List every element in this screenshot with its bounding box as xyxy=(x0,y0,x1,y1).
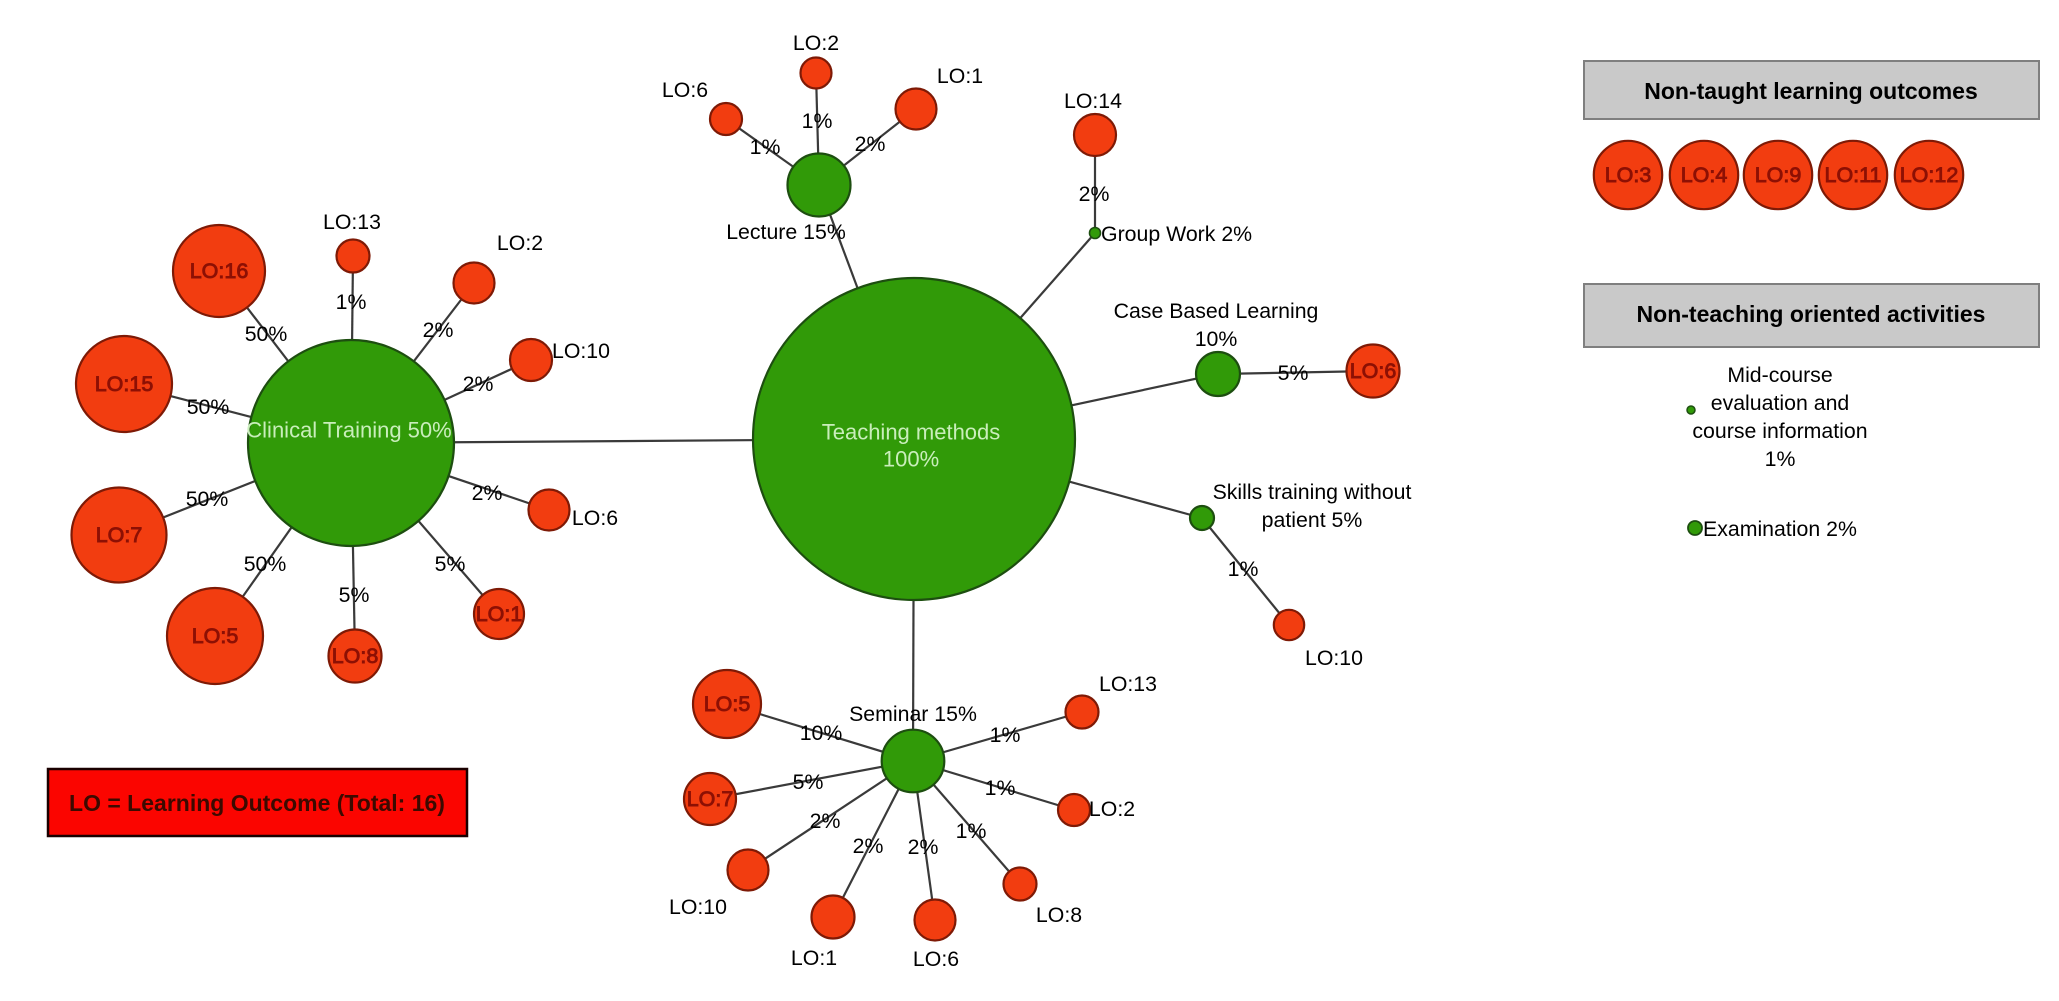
svg-text:Case Based Learning: Case Based Learning xyxy=(1114,299,1319,323)
svg-text:LO:5: LO:5 xyxy=(192,624,239,648)
svg-text:Lecture 15%: Lecture 15% xyxy=(726,220,846,244)
svg-text:5%: 5% xyxy=(435,552,466,576)
svg-text:LO:6: LO:6 xyxy=(1350,359,1397,383)
svg-text:1%: 1% xyxy=(956,819,987,843)
svg-text:Non-teaching oriented activiti: Non-teaching oriented activities xyxy=(1637,301,1986,327)
svg-text:LO:4: LO:4 xyxy=(1681,163,1728,187)
svg-text:LO:8: LO:8 xyxy=(1036,903,1082,927)
svg-text:5%: 5% xyxy=(793,770,824,794)
svg-text:Mid-course: Mid-course xyxy=(1727,363,1832,387)
svg-text:2%: 2% xyxy=(853,834,884,858)
svg-text:LO:7: LO:7 xyxy=(687,787,734,811)
svg-text:10%: 10% xyxy=(800,721,843,745)
svg-text:50%: 50% xyxy=(186,487,229,511)
svg-text:LO:2: LO:2 xyxy=(497,231,543,255)
svg-text:LO:6: LO:6 xyxy=(913,947,959,971)
svg-text:2%: 2% xyxy=(463,372,494,396)
svg-text:LO:5: LO:5 xyxy=(704,692,751,716)
svg-text:1%: 1% xyxy=(990,723,1021,747)
svg-text:LO:1: LO:1 xyxy=(937,64,983,88)
svg-text:LO = Learning Outcome (Total:: LO = Learning Outcome (Total: 16) xyxy=(69,790,445,816)
svg-text:Group Work 2%: Group Work 2% xyxy=(1101,222,1252,246)
svg-text:LO:10: LO:10 xyxy=(669,895,727,919)
svg-text:1%: 1% xyxy=(985,776,1016,800)
svg-text:Clinical Training 50%: Clinical Training 50% xyxy=(246,418,451,443)
svg-text:5%: 5% xyxy=(339,583,370,607)
svg-text:Teaching methods: Teaching methods xyxy=(822,420,1001,445)
svg-text:course information: course information xyxy=(1692,419,1867,443)
svg-text:LO:2: LO:2 xyxy=(1089,797,1135,821)
svg-text:50%: 50% xyxy=(244,552,287,576)
svg-text:LO:6: LO:6 xyxy=(662,78,708,102)
svg-text:50%: 50% xyxy=(245,322,288,346)
svg-text:LO:9: LO:9 xyxy=(1755,163,1802,187)
svg-text:Non-taught learning outcomes: Non-taught learning outcomes xyxy=(1644,78,1978,104)
svg-text:1%: 1% xyxy=(1765,447,1796,471)
svg-text:LO:10: LO:10 xyxy=(552,339,610,363)
svg-text:Seminar 15%: Seminar 15% xyxy=(849,702,977,726)
svg-text:2%: 2% xyxy=(810,809,841,833)
svg-text:LO:14: LO:14 xyxy=(1064,89,1122,113)
svg-text:LO:1: LO:1 xyxy=(791,946,837,970)
svg-text:2%: 2% xyxy=(908,835,939,859)
svg-text:10%: 10% xyxy=(1195,327,1238,351)
svg-text:LO:2: LO:2 xyxy=(793,31,839,55)
svg-text:100%: 100% xyxy=(883,447,939,472)
svg-text:2%: 2% xyxy=(472,481,503,505)
svg-text:LO:3: LO:3 xyxy=(1605,163,1652,187)
svg-text:2%: 2% xyxy=(1079,182,1110,206)
svg-text:patient 5%: patient 5% xyxy=(1262,508,1363,532)
svg-text:50%: 50% xyxy=(187,395,230,419)
svg-text:LO:12: LO:12 xyxy=(1900,163,1959,187)
svg-text:LO:13: LO:13 xyxy=(1099,672,1157,696)
svg-text:LO:16: LO:16 xyxy=(190,259,249,283)
svg-text:1%: 1% xyxy=(802,109,833,133)
svg-text:1%: 1% xyxy=(750,135,781,159)
svg-text:LO:8: LO:8 xyxy=(332,644,379,668)
svg-text:LO:7: LO:7 xyxy=(96,523,143,547)
svg-text:LO:10: LO:10 xyxy=(1305,646,1363,670)
svg-text:Skills training without: Skills training without xyxy=(1213,480,1412,504)
svg-text:LO:6: LO:6 xyxy=(572,506,618,530)
svg-text:Examination 2%: Examination 2% xyxy=(1703,517,1857,541)
svg-text:5%: 5% xyxy=(1278,361,1309,385)
svg-text:LO:15: LO:15 xyxy=(95,372,154,396)
svg-text:2%: 2% xyxy=(855,132,886,156)
svg-text:LO:11: LO:11 xyxy=(1825,163,1882,187)
svg-text:2%: 2% xyxy=(423,318,454,342)
svg-text:1%: 1% xyxy=(336,290,367,314)
svg-text:evaluation and: evaluation and xyxy=(1711,391,1850,415)
svg-text:LO:13: LO:13 xyxy=(323,210,381,234)
svg-text:LO:1: LO:1 xyxy=(476,602,523,626)
svg-text:1%: 1% xyxy=(1228,557,1259,581)
